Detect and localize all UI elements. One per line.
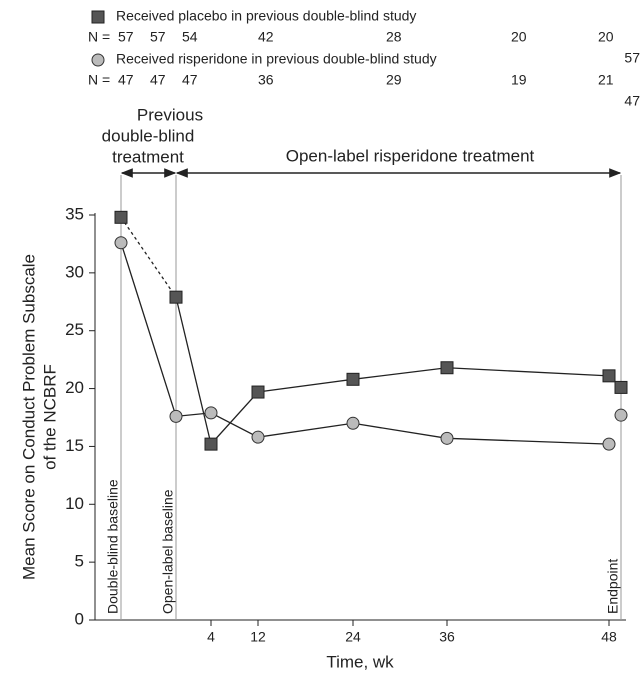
x-axis-label: Time, wk [326, 652, 394, 671]
y-tick-label: 15 [65, 436, 84, 455]
n-count: 36 [258, 72, 274, 88]
n-count: 20 [598, 29, 614, 45]
marker [114, 210, 128, 224]
annotation: Open-label risperidone treatment [286, 146, 535, 165]
y-axis-label: of the NCBRF [40, 364, 59, 470]
marker [114, 236, 128, 250]
y-tick-label: 10 [65, 494, 84, 513]
series-line [175, 297, 610, 446]
rotated-label: Endpoint [605, 559, 621, 614]
n-count: 57 [118, 29, 134, 45]
n-label: N = [88, 29, 110, 45]
x-tick-label: 24 [345, 629, 361, 645]
annotation: Previous [137, 105, 203, 124]
marker [204, 406, 218, 420]
y-tick-label: 20 [65, 378, 84, 397]
legend-label: Received placebo in previous double-blin… [116, 8, 416, 24]
annotation: treatment [112, 147, 184, 166]
n-count: 57 [624, 50, 640, 66]
n-count: 42 [258, 29, 274, 45]
x-tick-label: 36 [439, 629, 455, 645]
x-tick-label: Double-blind baseline [105, 479, 121, 614]
n-count: 20 [511, 29, 527, 45]
legend-marker [91, 10, 105, 24]
marker [204, 437, 218, 451]
marker [346, 416, 360, 430]
rotated-label: Double-blind baseline [105, 479, 121, 614]
series-line [120, 242, 610, 445]
n-count: 47 [624, 93, 640, 109]
marker [614, 380, 628, 394]
n-count: 57 [150, 29, 166, 45]
rotated-label: Open-label baseline [160, 489, 176, 614]
marker [169, 290, 183, 304]
marker [346, 372, 360, 386]
marker [251, 385, 265, 399]
x-tick-label: Open-label baseline [160, 489, 176, 614]
n-count: 54 [182, 29, 198, 45]
marker [614, 408, 628, 422]
n-count: 19 [511, 72, 527, 88]
marker [602, 369, 616, 383]
marker [602, 437, 616, 451]
y-tick-label: 0 [75, 609, 84, 628]
annotation: double-blind [102, 126, 195, 145]
marker [440, 431, 454, 445]
y-tick-label: 30 [65, 262, 84, 281]
legend-marker [91, 53, 105, 67]
y-axis-label: Mean Score on Conduct Problem Subscale [19, 254, 38, 580]
x-tick-label: 4 [207, 629, 215, 645]
n-count: 29 [386, 72, 402, 88]
marker [251, 430, 265, 444]
marker [440, 361, 454, 375]
legend-label: Received risperidone in previous double-… [116, 51, 437, 67]
series-line [120, 216, 177, 298]
n-count: 28 [386, 29, 402, 45]
y-tick-label: 5 [75, 552, 84, 571]
y-tick-label: 35 [65, 204, 84, 223]
n-label: N = [88, 72, 110, 88]
x-tick-label: 48 [601, 629, 617, 645]
marker [169, 409, 183, 423]
n-count: 47 [182, 72, 198, 88]
n-count: 21 [598, 72, 614, 88]
n-count: 47 [150, 72, 166, 88]
x-tick-label: 12 [250, 629, 266, 645]
n-count: 47 [118, 72, 134, 88]
x-tick-label: Endpoint [605, 559, 621, 614]
y-tick-label: 25 [65, 320, 84, 339]
